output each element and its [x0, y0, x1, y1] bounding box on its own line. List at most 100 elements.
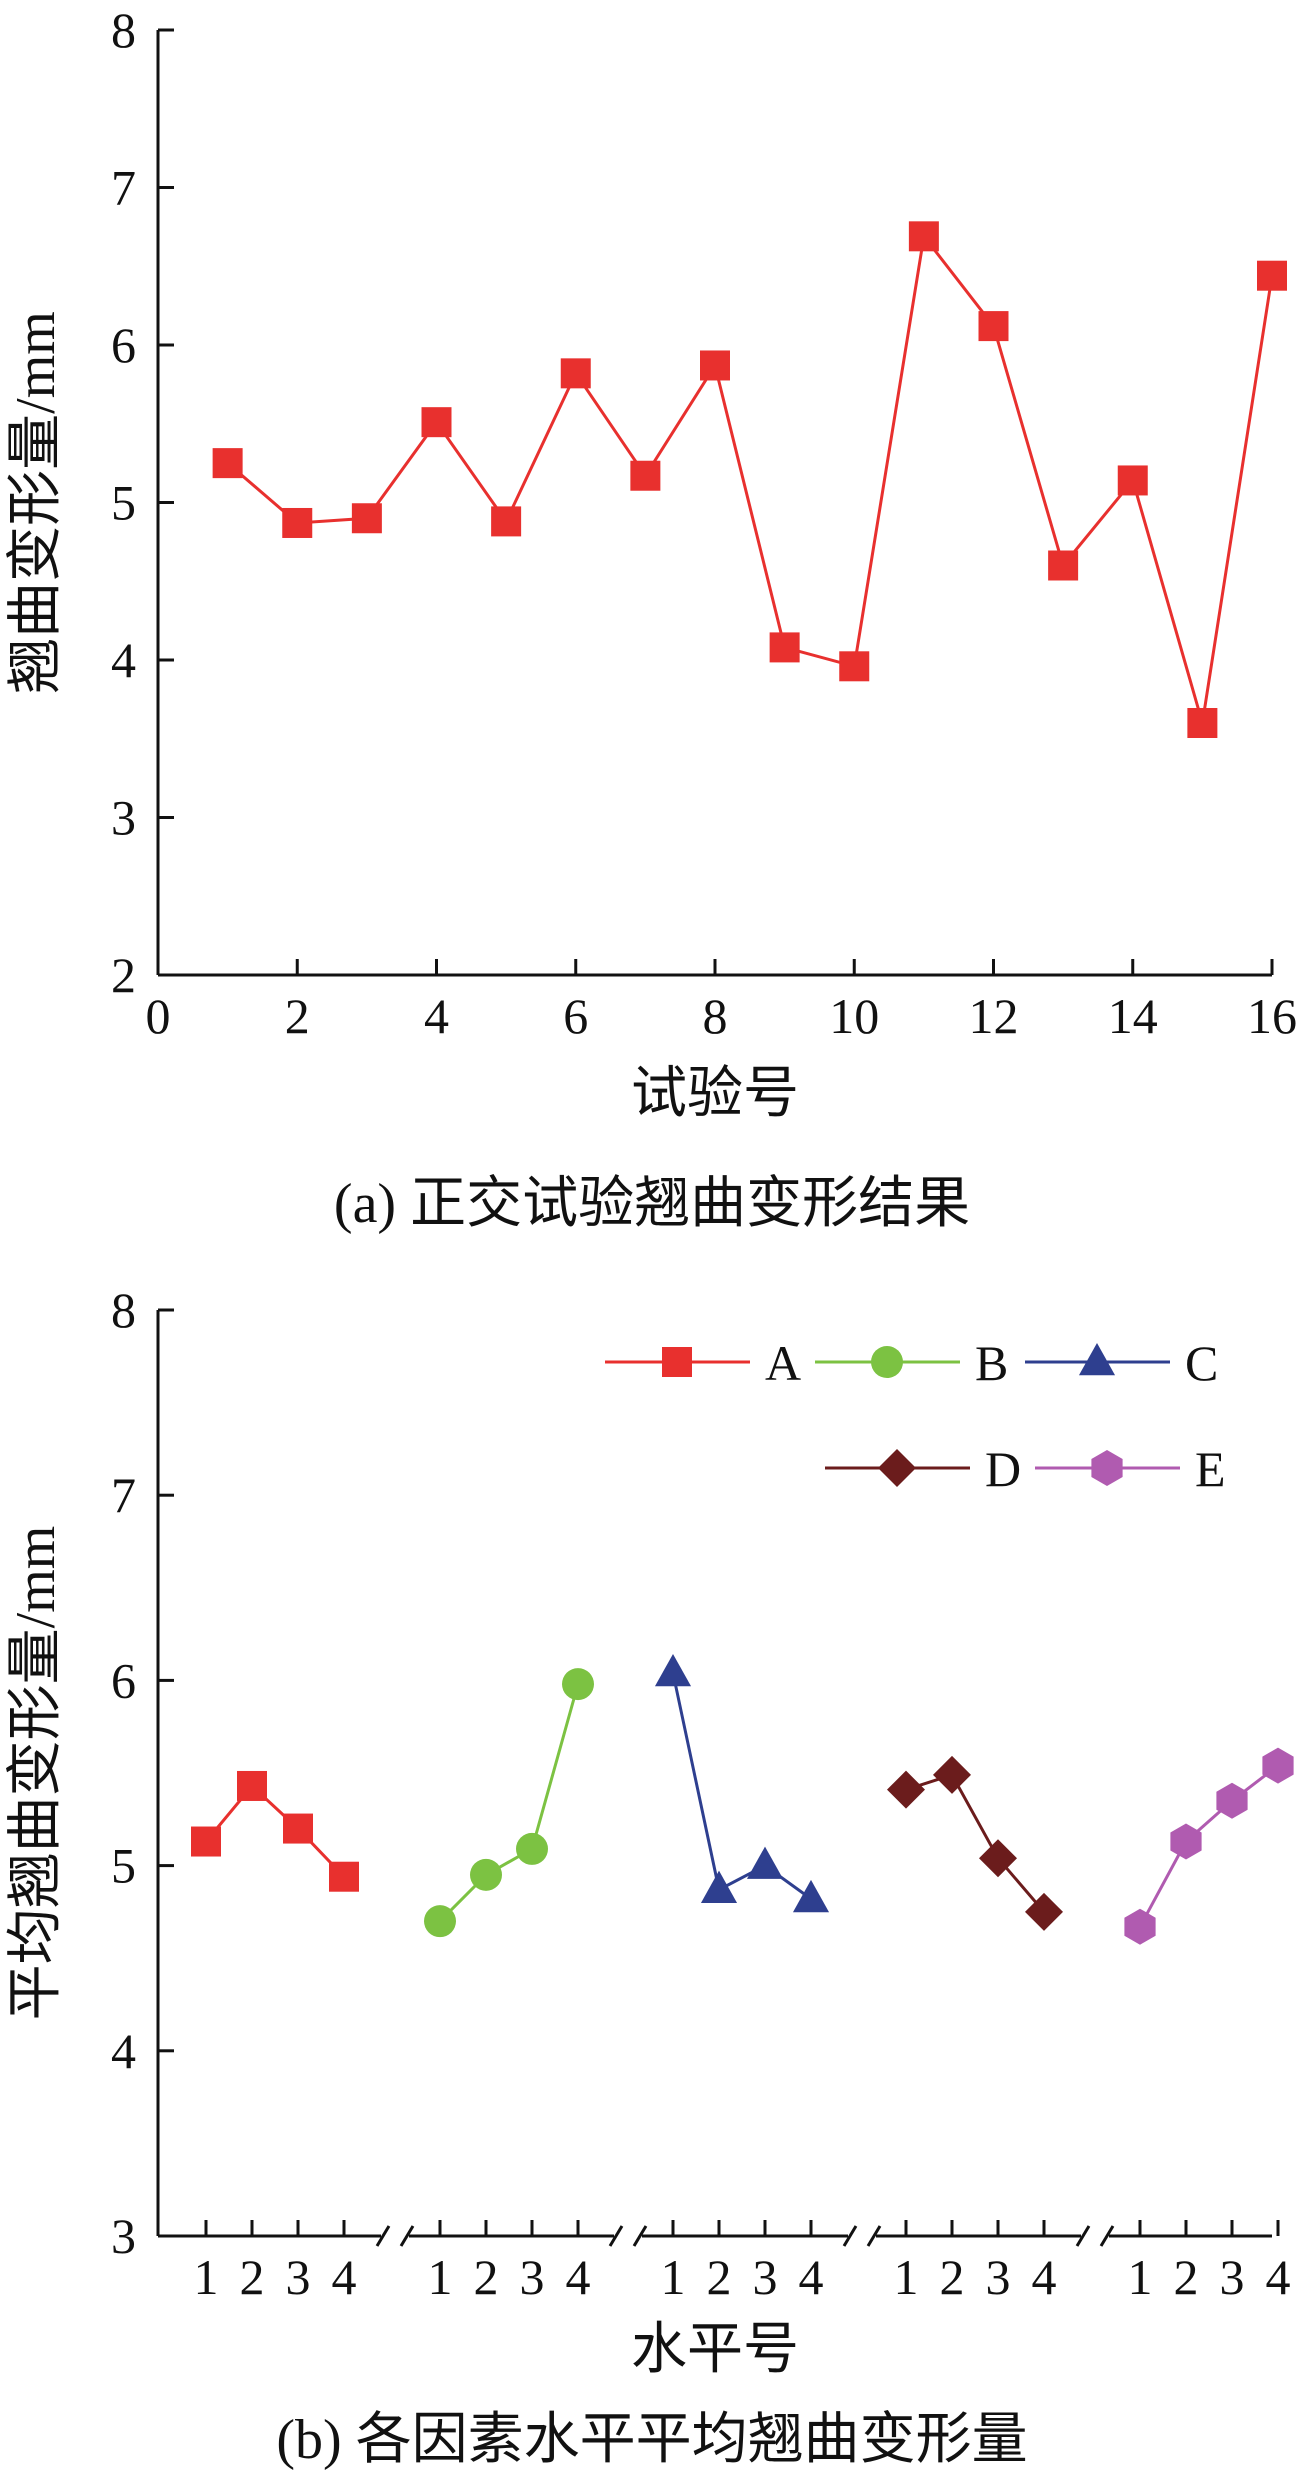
legend-label-c: C	[1185, 1335, 1218, 1391]
data-point	[908, 221, 939, 252]
level-label: 3	[520, 2249, 545, 2305]
x-tick-label: 8	[703, 988, 728, 1044]
level-label: 2	[707, 2249, 732, 2305]
axis-break-mark	[608, 2225, 624, 2247]
x-tick-label: 0	[146, 988, 171, 1044]
data-point-e	[1124, 1908, 1156, 1945]
level-label: 4	[1266, 2249, 1291, 2305]
level-label: 3	[986, 2249, 1011, 2305]
level-label: 1	[661, 2249, 686, 2305]
level-label: 4	[1032, 2249, 1057, 2305]
y-tick-label: 5	[111, 475, 136, 531]
legend-marker-d	[878, 1449, 916, 1487]
legend-marker-b	[871, 1346, 903, 1378]
data-point	[700, 350, 730, 381]
data-point-d	[933, 1755, 971, 1794]
axis-break-mark	[1099, 2225, 1115, 2247]
y-tick-label: 6	[111, 317, 136, 373]
axis-break-mark	[399, 2225, 415, 2247]
data-point-d	[1025, 1892, 1063, 1931]
x-tick-label: 12	[969, 988, 1019, 1044]
data-point	[630, 460, 661, 491]
data-point-b	[562, 1668, 594, 1701]
data-point	[351, 503, 382, 534]
level-label: 4	[799, 2249, 824, 2305]
y-tick-label: 4	[111, 632, 136, 688]
y-axis-title: 平均翘曲变形量/mm	[5, 1526, 67, 2021]
axis-break-mark	[375, 2225, 391, 2247]
level-label: 2	[1174, 2249, 1199, 2305]
data-point-d	[979, 1839, 1017, 1878]
legend-label-e: E	[1195, 1441, 1226, 1497]
level-label: 1	[194, 2249, 219, 2305]
axis-break-gap	[614, 2222, 642, 2250]
axis-break-mark	[842, 2225, 858, 2247]
x-tick-label: 10	[829, 988, 879, 1044]
data-point-c	[792, 1879, 830, 1913]
y-tick-label: 3	[111, 2208, 136, 2264]
level-label: 2	[474, 2249, 499, 2305]
data-point-c	[746, 1846, 784, 1879]
legend: A B C D E	[605, 1335, 1226, 1497]
data-point-e	[1262, 1747, 1294, 1784]
x-tick-label: 16	[1247, 988, 1297, 1044]
y-tick-label: 8	[111, 1282, 136, 1338]
data-point	[839, 651, 870, 682]
x-tick-label: 4	[424, 988, 449, 1044]
data-point	[1048, 550, 1079, 581]
data-point-c	[700, 1870, 738, 1903]
level-label: 4	[332, 2249, 357, 2305]
axis-break-gap	[848, 2222, 876, 2250]
y-tick-label: 3	[111, 790, 136, 846]
series-line-d	[905, 1773, 1046, 1913]
data-point-a	[329, 1861, 359, 1892]
legend-marker-e	[1091, 1450, 1123, 1486]
level-label: 2	[240, 2249, 265, 2305]
data-point	[1117, 465, 1148, 496]
y-tick-label: 2	[111, 947, 136, 1003]
data-point-a	[191, 1826, 221, 1857]
level-label: 3	[753, 2249, 778, 2305]
data-point	[1187, 708, 1218, 738]
level-label: 1	[1128, 2249, 1153, 2305]
y-tick-label: 4	[111, 2023, 136, 2079]
data-point	[491, 506, 522, 537]
data-point-d	[887, 1770, 925, 1809]
x-axis-title: 试验号	[631, 1063, 799, 1125]
caption-a: (a) 正交试验翘曲变形结果	[334, 1173, 970, 1235]
legend-label-d: D	[985, 1441, 1021, 1497]
data-point-e	[1216, 1782, 1248, 1819]
series-line-e	[1138, 1764, 1279, 1928]
axis-break-gap	[381, 2222, 409, 2250]
y-tick-label: 5	[111, 1838, 136, 1894]
data-point	[212, 448, 243, 479]
legend-marker-a	[662, 1347, 692, 1377]
axis-break-mark	[1075, 2225, 1091, 2247]
data-point	[769, 632, 800, 663]
axis-break-gap	[1081, 2222, 1109, 2250]
level-label: 3	[1220, 2249, 1245, 2305]
axis-break-mark	[632, 2225, 648, 2247]
data-point	[282, 507, 313, 538]
x-tick-label: 14	[1108, 988, 1158, 1044]
y-tick-label: 8	[111, 2, 136, 58]
y-tick-label: 6	[111, 1652, 136, 1708]
series-line-a	[204, 1783, 346, 1878]
data-point-a	[283, 1813, 313, 1844]
series-line-c	[671, 1672, 812, 1901]
level-label: 1	[428, 2249, 453, 2305]
data-point	[978, 311, 1009, 342]
level-label: 1	[894, 2249, 919, 2305]
y-tick-label: 7	[111, 1467, 136, 1523]
data-point-e	[1170, 1823, 1202, 1860]
axis-break-mark	[866, 2225, 882, 2247]
data-point-b	[424, 1905, 456, 1938]
data-point-b	[470, 1858, 502, 1891]
x-tick-label: 6	[563, 988, 588, 1044]
y-tick-label: 7	[111, 160, 136, 216]
data-point-a	[237, 1770, 267, 1801]
legend-marker-c	[1078, 1343, 1116, 1376]
data-point	[560, 358, 591, 389]
